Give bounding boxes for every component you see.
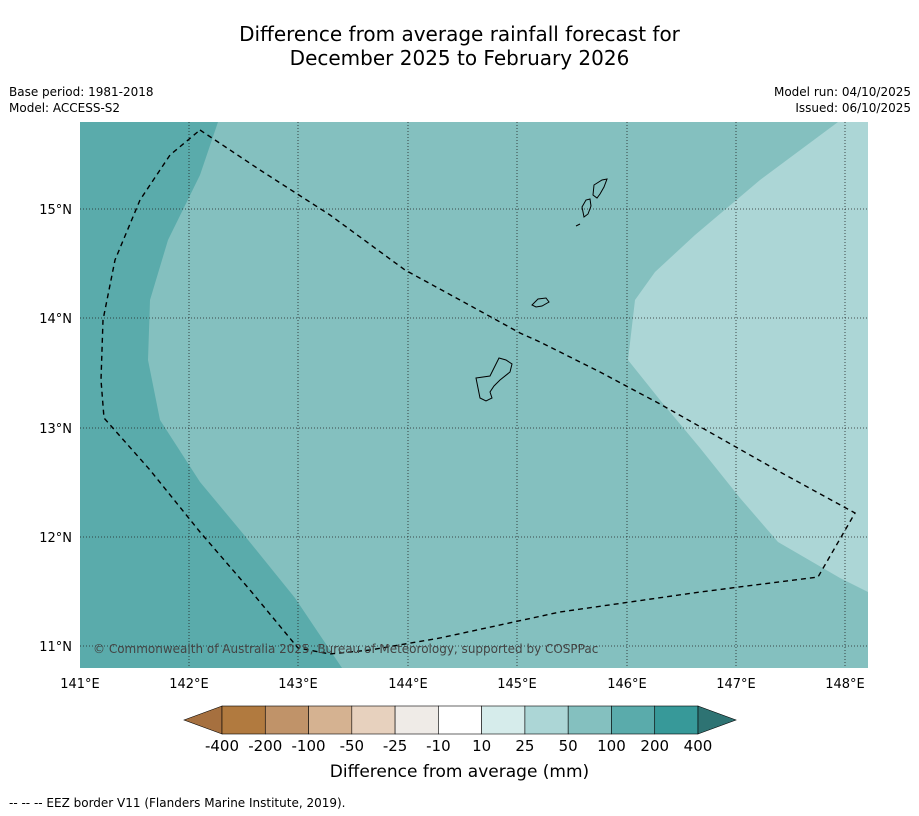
- lat-tick-label: 11°N: [39, 640, 72, 655]
- colorbar-tick-label: -100: [292, 737, 326, 755]
- zone-25-50: [628, 122, 868, 592]
- lon-tick-label: 147°E: [716, 677, 756, 692]
- lon-tick-label: 142°E: [169, 677, 209, 692]
- saipan-island: [592, 178, 608, 199]
- lon-tick-label: 141°E: [60, 677, 100, 692]
- rota-island: [531, 297, 550, 308]
- lon-tick-label: 148°E: [825, 677, 865, 692]
- colorbar-segment: [264, 705, 309, 735]
- colorbar-extend-high: [697, 705, 737, 735]
- latitude-axis: 15°N 14°N 13°N 12°N 11°N: [39, 203, 72, 655]
- meta-left: Base period: 1981-2018 Model: ACCESS-S2: [9, 84, 154, 116]
- colorbar-tick-label: -200: [248, 737, 282, 755]
- title-line-1: Difference from average rainfall forecas…: [239, 22, 680, 46]
- colorbar-tick-label: -400: [205, 737, 239, 755]
- colorbar-tick-label: -50: [340, 737, 365, 755]
- colorbar-title: Difference from average (mm): [329, 762, 590, 782]
- colorbar-segment: [611, 705, 656, 735]
- copyright-text: © Commonwealth of Australia 2025, Bureau…: [93, 642, 598, 656]
- rainfall-field: [80, 122, 868, 668]
- eez-footnote: -- -- -- EEZ border V11 (Flanders Marine…: [9, 796, 346, 810]
- colorbar-segment: [567, 705, 612, 735]
- islands: [475, 178, 608, 402]
- colorbar-tick-label: 200: [640, 737, 669, 755]
- model-name: Model: ACCESS-S2: [9, 101, 121, 115]
- issued-date: Issued: 06/10/2025: [795, 101, 911, 115]
- colorbar-extend-low: [183, 705, 223, 735]
- lon-tick-label: 146°E: [607, 677, 647, 692]
- colorbar-tick-label: 50: [559, 737, 578, 755]
- colorbar-tick-label: 25: [515, 737, 534, 755]
- graticule: [80, 122, 868, 668]
- base-period: Base period: 1981-2018: [9, 85, 154, 99]
- tinian-island: [581, 198, 592, 218]
- colorbar-segment: [351, 705, 396, 735]
- colorbar-segment: [221, 705, 266, 735]
- colorbar: -400 -200 -100 -50 -25 -10 10 25 50 100 200 400: [183, 705, 737, 755]
- colorbar-tick-label: -25: [383, 737, 408, 755]
- eez-border: [100, 129, 856, 655]
- lat-tick-label: 13°N: [39, 422, 72, 437]
- aguijan-island: [575, 223, 581, 227]
- guam-island: [475, 357, 513, 402]
- longitude-axis: 141°E 142°E 143°E 144°E 145°E 146°E 147°E 148°E: [60, 677, 865, 692]
- colorbar-segment: [524, 705, 569, 735]
- lat-tick-label: 12°N: [39, 531, 72, 546]
- lon-tick-label: 145°E: [497, 677, 537, 692]
- title-line-2: December 2025 to February 2026: [289, 46, 630, 70]
- lat-tick-label: 14°N: [39, 312, 72, 327]
- lat-tick-label: 15°N: [39, 203, 72, 218]
- colorbar-segment: [481, 705, 526, 735]
- colorbar-segment: [438, 705, 482, 735]
- colorbar-tick-label: 100: [597, 737, 626, 755]
- model-run: Model run: 04/10/2025: [773, 85, 911, 99]
- colorbar-tick-label: 10: [472, 737, 491, 755]
- lon-tick-label: 144°E: [388, 677, 428, 692]
- map-title: Difference from average rainfall forecas…: [0, 22, 919, 70]
- colorbar-segment: [308, 705, 353, 735]
- meta-right: Model run: 04/10/2025 Issued: 06/10/2025: [774, 84, 911, 116]
- colorbar-segment: [654, 705, 699, 735]
- colorbar-tick-label: 400: [684, 737, 713, 755]
- colorbar-tick-label: -10: [426, 737, 451, 755]
- colorbar-segment: [394, 705, 439, 735]
- lon-tick-label: 143°E: [278, 677, 318, 692]
